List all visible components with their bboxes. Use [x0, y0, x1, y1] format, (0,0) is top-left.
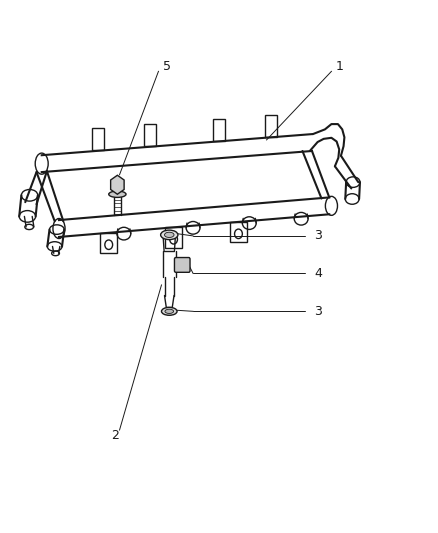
Ellipse shape [165, 309, 173, 313]
Bar [265, 115, 277, 137]
Polygon shape [111, 175, 124, 194]
Text: 4: 4 [314, 267, 322, 280]
Ellipse shape [162, 308, 177, 316]
Text: 3: 3 [314, 229, 322, 243]
Bar [144, 124, 156, 146]
Ellipse shape [109, 191, 126, 197]
Text: 1: 1 [336, 60, 344, 72]
Bar [213, 119, 225, 141]
Bar [100, 233, 117, 253]
Bar [230, 222, 247, 243]
Ellipse shape [161, 230, 178, 240]
Text: 5: 5 [163, 60, 171, 72]
Bar [92, 128, 104, 150]
FancyBboxPatch shape [174, 257, 190, 272]
Text: 2: 2 [111, 429, 119, 442]
Ellipse shape [165, 232, 174, 238]
Text: 3: 3 [314, 305, 322, 318]
Bar [165, 228, 182, 248]
